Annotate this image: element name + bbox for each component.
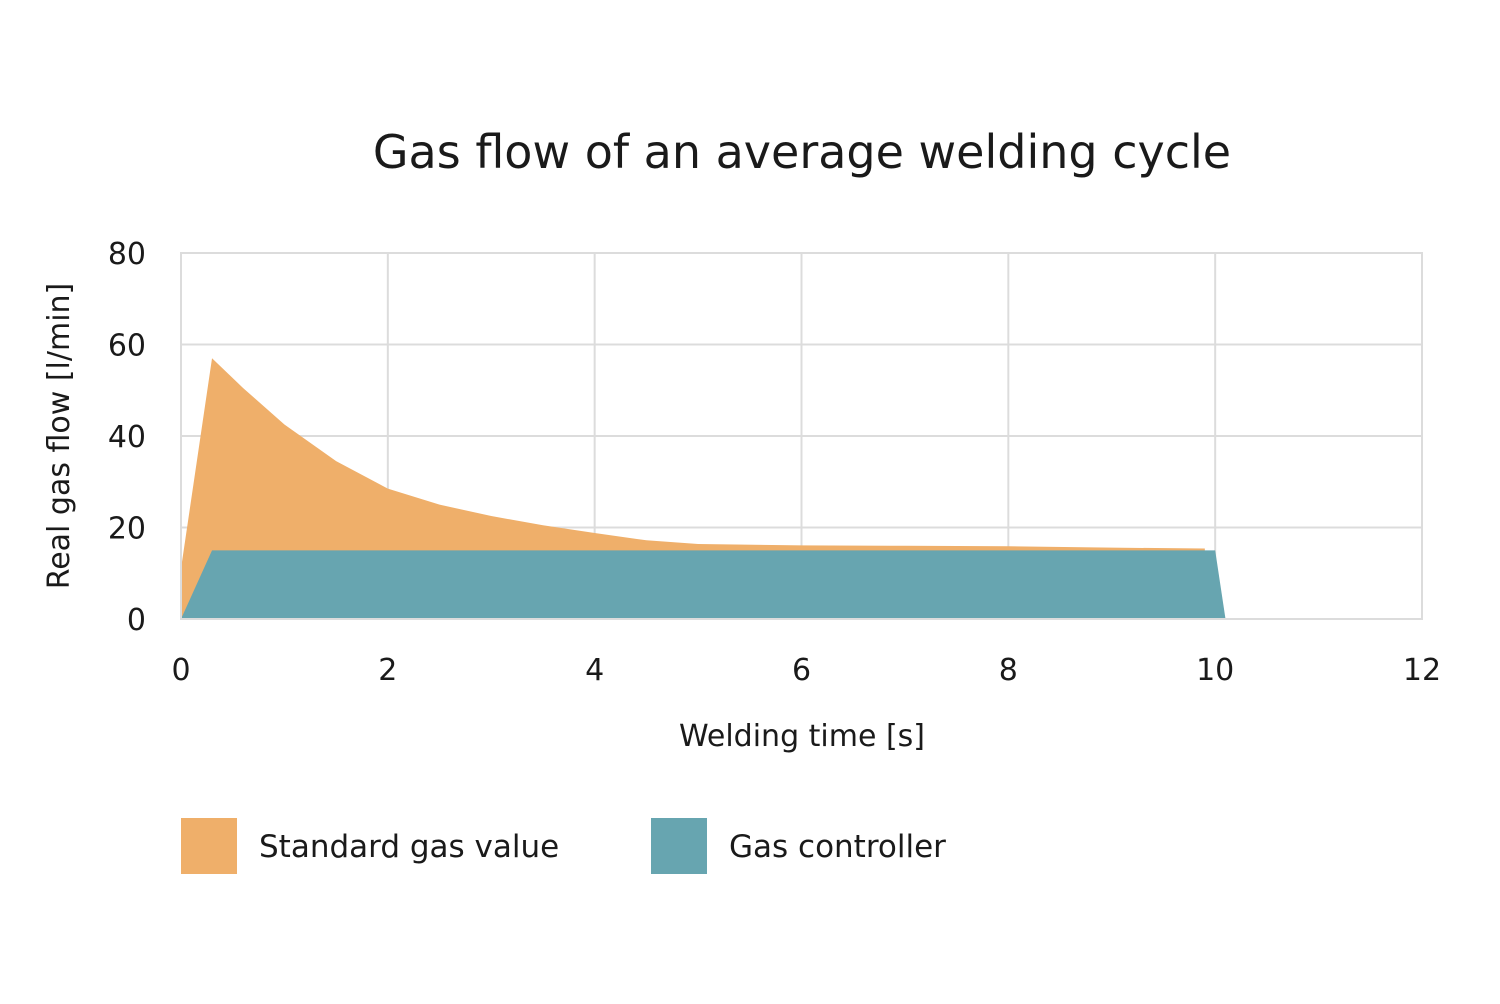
x-tick-label: 8	[999, 653, 1018, 688]
x-tick-labels: 0 2 4 6 8 10 12	[171, 653, 1441, 688]
legend-item-gas-controller: Gas controller	[651, 818, 946, 874]
y-tick-label: 20	[108, 512, 146, 547]
plot-border	[180, 252, 1423, 620]
x-tick-label: 12	[1403, 653, 1441, 688]
x-tick-label: 0	[171, 653, 190, 688]
legend-label: Gas controller	[729, 829, 946, 865]
y-tick-label: 0	[127, 603, 146, 638]
y-tick-label: 80	[108, 237, 146, 272]
plot-frame	[180, 252, 1423, 620]
x-tick-label: 2	[378, 653, 397, 688]
x-tick-label: 6	[792, 653, 811, 688]
x-axis-label: Welding time [s]	[679, 719, 925, 754]
y-tick-labels: 0 20 40 60 80	[108, 237, 146, 638]
legend-item-standard-gas-value: Standard gas value	[181, 818, 559, 874]
y-tick-label: 60	[108, 329, 146, 364]
y-tick-label: 40	[108, 420, 146, 455]
legend-swatch	[181, 818, 237, 874]
x-tick-label: 4	[585, 653, 604, 688]
series-areas	[181, 358, 1226, 619]
x-tick-label: 10	[1196, 653, 1234, 688]
legend: Standard gas value Gas controller	[181, 818, 946, 874]
chart-title: Gas flow of an average welding cycle	[373, 125, 1231, 179]
series-area-gas-controller	[181, 550, 1226, 619]
legend-label: Standard gas value	[259, 829, 559, 865]
legend-swatch	[651, 818, 707, 874]
y-axis-label: Real gas flow [l/min]	[42, 283, 77, 590]
